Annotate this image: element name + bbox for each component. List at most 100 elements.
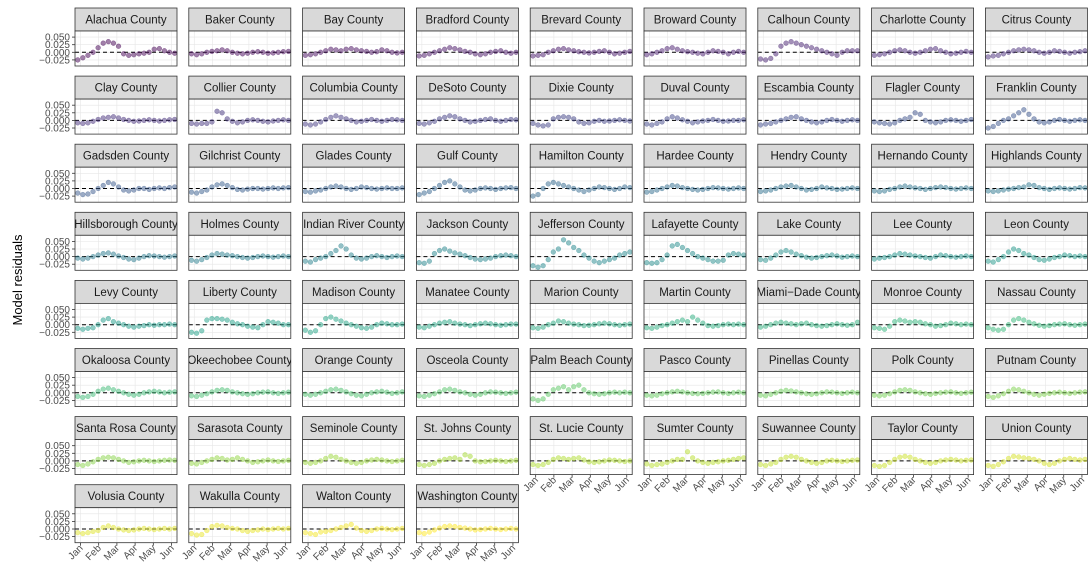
point [963,185,969,191]
point [725,390,731,397]
point [214,387,220,394]
point [684,449,691,455]
point [545,181,551,187]
point [487,458,494,464]
point [436,525,443,531]
point [219,387,225,393]
strip-label: Pasco County [659,355,731,367]
point [654,324,660,330]
point [1061,252,1068,258]
point [897,47,903,53]
point [922,186,928,193]
point [513,253,519,260]
point [622,458,628,465]
point [363,117,370,124]
point [622,117,628,124]
point [224,48,230,54]
point [421,325,427,331]
point [452,523,458,530]
point [244,117,251,124]
point [927,255,934,261]
point [968,457,974,463]
point [146,253,152,259]
point [492,389,499,395]
point [829,185,835,192]
x-tick-label: Jun [954,475,973,494]
point [166,253,173,260]
point [943,117,949,124]
point [441,319,448,325]
point [80,55,86,61]
strip-label: Putnam County [997,355,1077,367]
panel [644,31,746,66]
point [353,392,359,398]
point [664,390,670,396]
point [586,390,592,396]
point [659,322,665,329]
point [720,458,726,464]
facet: Marion County [529,279,633,339]
point [1041,391,1047,397]
point [467,49,473,55]
point [447,455,453,462]
facet: DeSoto County [415,75,519,135]
panel-border [643,302,747,339]
point [441,523,448,530]
point [457,321,463,327]
point [881,51,888,57]
point [244,255,251,261]
point [689,390,696,397]
point [110,319,117,325]
point [1036,458,1042,464]
point [328,453,334,459]
panel-border [415,302,519,339]
point [917,458,923,464]
point [892,389,898,395]
point [922,48,928,54]
point [353,119,359,125]
point [255,117,261,124]
point [922,391,928,397]
point [477,256,483,263]
point [255,459,261,465]
point [214,108,220,114]
point [126,527,132,534]
point [348,391,354,397]
panel [644,303,746,339]
panel-border [302,30,406,67]
point [374,322,380,328]
panel-border [415,507,519,544]
point [854,185,861,192]
point [644,461,650,467]
point [1046,322,1052,329]
point [773,459,779,466]
panel [302,303,405,339]
point [508,390,514,396]
point [586,255,592,261]
point [328,314,334,320]
point [363,325,370,332]
facet: Brevard County [529,7,633,67]
point [778,43,784,49]
point [849,457,855,463]
point [95,388,101,394]
point [431,322,438,328]
point [611,186,618,193]
point [1036,184,1042,191]
point [462,322,468,328]
point [757,392,764,398]
point [530,120,536,127]
point [317,322,324,328]
facet: Jackson County [415,211,519,271]
point [798,116,804,122]
point [229,525,235,532]
x-tick-label: Feb [880,475,900,495]
point [307,52,314,58]
point [798,390,804,396]
x-tick-label: Jan [977,475,996,494]
panel-border [985,30,1088,67]
point [1000,117,1007,124]
point [695,187,701,193]
point [586,50,592,56]
point [917,253,923,260]
